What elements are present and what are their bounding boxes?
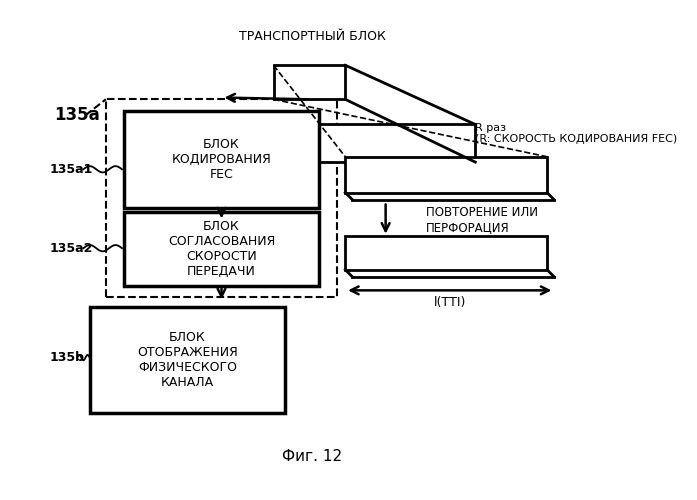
Text: 135b: 135b	[49, 351, 84, 364]
Bar	[106, 100, 337, 296]
Bar	[345, 156, 547, 192]
Text: БЛОК
СОГЛАСОВАНИЯ
СКОРОСТИ
ПЕРЕДАЧИ: БЛОК СОГЛАСОВАНИЯ СКОРОСТИ ПЕРЕДАЧИ	[168, 220, 275, 278]
Text: R раз
(R: СКОРОСТЬ КОДИРОВАНИЯ FEC): R раз (R: СКОРОСТЬ КОДИРОВАНИЯ FEC)	[475, 122, 677, 144]
Bar	[90, 308, 285, 413]
Text: БЛОК
ОТОБРАЖЕНИЯ
ФИЗИЧЕСКОГО
КАНАЛА: БЛОК ОТОБРАЖЕНИЯ ФИЗИЧЕСКОГО КАНАЛА	[137, 332, 238, 390]
Bar	[273, 124, 475, 162]
Text: l(ТТI): l(ТТI)	[434, 296, 466, 310]
Bar	[124, 111, 319, 208]
Bar	[124, 212, 319, 286]
Text: ТРАНСПОРТНЫЙ БЛОК: ТРАНСПОРТНЫЙ БЛОК	[238, 30, 385, 43]
Text: 135a1: 135a1	[49, 163, 93, 176]
Text: 135a: 135a	[54, 106, 100, 124]
Text: БЛОК
КОДИРОВАНИЯ
FEC: БЛОК КОДИРОВАНИЯ FEC	[171, 138, 271, 181]
Text: Фиг. 12: Фиг. 12	[282, 449, 342, 464]
Text: ПОВТОРЕНИЕ ИЛИ
ПЕРФОРАЦИЯ: ПОВТОРЕНИЕ ИЛИ ПЕРФОРАЦИЯ	[426, 206, 538, 234]
Bar	[273, 66, 345, 100]
Bar	[345, 236, 547, 270]
Text: 135a2: 135a2	[49, 242, 93, 254]
